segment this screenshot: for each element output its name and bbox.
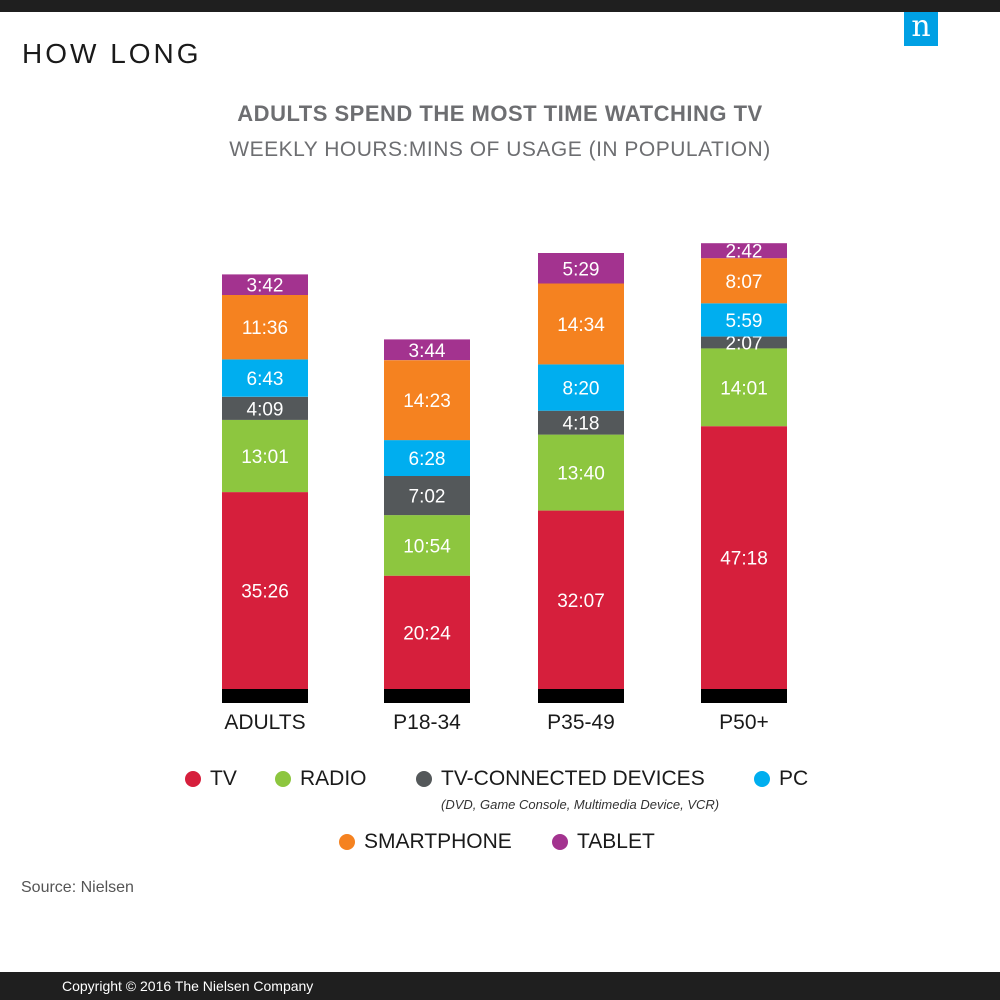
legend-dot-tablet	[552, 834, 568, 850]
legend-item-radio: RADIO	[275, 767, 367, 791]
bar-base-p18-34	[384, 689, 470, 703]
legend-dot-smartphone	[339, 834, 355, 850]
legend-label-radio: RADIO	[300, 767, 367, 790]
data-label-tablet-p35-49: 5:29	[563, 259, 600, 280]
section-title: HOW LONG	[22, 38, 202, 69]
chart-title: ADULTS SPEND THE MOST TIME WATCHING TV	[237, 101, 763, 126]
data-label-tablet-p50: 2:42	[726, 242, 763, 263]
legend-label-tablet: TABLET	[577, 830, 655, 853]
bar-segment-tv-connected-devices-p35-49	[538, 410, 624, 435]
source-note: Source: Nielsen	[21, 879, 134, 896]
bottom-bar: Copyright © 2016 The Nielsen Company	[0, 972, 1000, 1000]
bar-segment-smartphone-adults	[222, 295, 308, 360]
data-label-radio-p18-34: 10:54	[403, 536, 451, 557]
data-label-radio-adults: 13:01	[241, 447, 289, 468]
legend-label-tv-connected-devices: TV-CONNECTED DEVICES	[441, 767, 705, 790]
bar-segment-tv-p50	[701, 426, 787, 689]
data-label-smartphone-p18-34: 14:23	[403, 391, 451, 412]
legend-item-tv: TV	[185, 767, 237, 791]
top-bar	[0, 0, 1000, 12]
bar-base-p50	[701, 689, 787, 703]
copyright: Copyright © 2016 The Nielsen Company	[62, 978, 314, 994]
bar-base-p35-49	[538, 689, 624, 703]
bar-segment-tv-p35-49	[538, 510, 624, 689]
legend-dot-tv-connected-devices	[416, 771, 432, 787]
legend-note: (DVD, Game Console, Multimedia Device, V…	[441, 797, 720, 812]
bar-segment-pc-p50	[701, 303, 787, 337]
data-label-pc-p35-49: 8:20	[563, 379, 600, 400]
data-label-tv-adults: 35:26	[241, 582, 289, 603]
bar-segment-tv-adults	[222, 492, 308, 689]
legend-item-tv-connected-devices: TV-CONNECTED DEVICES	[416, 767, 705, 791]
bar-segment-tablet-p35-49	[538, 253, 624, 284]
data-label-smartphone-adults: 11:36	[242, 318, 288, 339]
bar-segment-radio-p35-49	[538, 434, 624, 511]
data-label-tv-p35-49: 32:07	[557, 591, 605, 612]
data-label-tv-connected-devices-p35-49: 4:18	[563, 414, 600, 435]
data-label-tv-p18-34: 20:24	[403, 623, 451, 644]
data-label-tablet-adults: 3:42	[247, 276, 284, 297]
bar-segment-tablet-p50	[701, 243, 787, 259]
bar-base-adults	[222, 689, 308, 703]
bar-segment-pc-adults	[222, 359, 308, 397]
bar-segment-radio-p50	[701, 348, 787, 427]
data-label-tv-p50: 47:18	[720, 549, 768, 570]
data-label-pc-p50: 5:59	[726, 311, 763, 332]
bar-segment-tv-p18-34	[384, 575, 470, 689]
legend-label-smartphone: SMARTPHONE	[364, 830, 512, 853]
data-label-tablet-p18-34: 3:44	[409, 341, 446, 362]
legend-item-smartphone: SMARTPHONE	[339, 830, 512, 854]
category-label-adults: ADULTS	[224, 711, 305, 734]
data-label-pc-p18-34: 6:28	[409, 449, 446, 470]
category-label-p35-49: P35-49	[547, 711, 615, 734]
data-label-smartphone-p50: 8:07	[726, 272, 763, 293]
data-label-pc-adults: 6:43	[247, 369, 284, 390]
stacked-bar-chart: 35:26 13:01 4:09 6:43 11:36 3:42 ADULTS 20:24 10…	[222, 242, 787, 734]
data-label-radio-p50: 14:01	[720, 378, 768, 399]
bar-segment-smartphone-p50	[701, 258, 787, 304]
bar-segment-tablet-p18-34	[384, 339, 470, 361]
bar-segment-radio-adults	[222, 419, 308, 493]
legend-label-pc: PC	[779, 767, 809, 790]
legend-dot-radio	[275, 771, 291, 787]
data-label-tv-connected-devices-p18-34: 7:02	[409, 487, 446, 508]
data-label-tv-connected-devices-adults: 4:09	[247, 399, 284, 420]
bar-segment-tablet-adults	[222, 274, 308, 295]
legend-item-tablet: TABLET	[552, 830, 655, 854]
nielsen-logo: n	[904, 12, 938, 46]
bar-segment-smartphone-p18-34	[384, 360, 470, 441]
bar-segment-radio-p18-34	[384, 515, 470, 576]
data-label-smartphone-p35-49: 14:34	[557, 315, 605, 336]
legend-item-pc: PC	[754, 767, 808, 791]
legend-dot-tv	[185, 771, 201, 787]
chart-subtitle: WEEKLY HOURS:MINS OF USAGE (IN POPULATIO…	[229, 138, 771, 161]
data-label-radio-p35-49: 13:40	[557, 464, 605, 485]
legend-label-tv: TV	[210, 767, 237, 790]
bar-segment-pc-p18-34	[384, 440, 470, 476]
bar-segment-tv-connected-devices-p18-34	[384, 476, 470, 516]
category-label-p18-34: P18-34	[393, 711, 461, 734]
category-label-p50: P50+	[719, 711, 769, 734]
bar-segment-smartphone-p35-49	[538, 283, 624, 365]
bar-segment-pc-p35-49	[538, 364, 624, 411]
data-label-tv-connected-devices-p50: 2:07	[726, 333, 763, 354]
legend-dot-pc	[754, 771, 770, 787]
bar-segment-tv-connected-devices-p50	[701, 336, 787, 349]
bar-segment-tv-connected-devices-adults	[222, 396, 308, 420]
